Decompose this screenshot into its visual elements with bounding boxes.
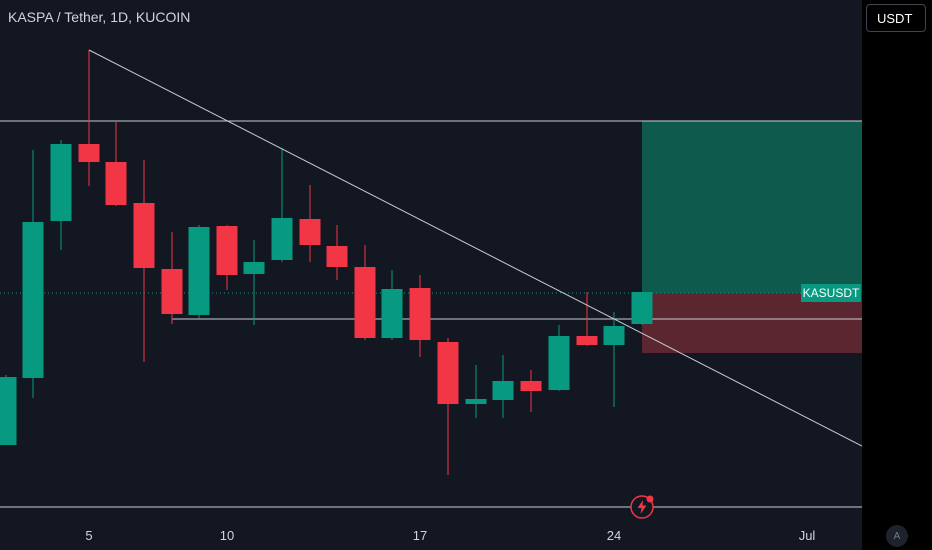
stop-zone bbox=[642, 293, 862, 353]
candle-body bbox=[22, 222, 44, 378]
candle-body bbox=[631, 292, 653, 324]
descending-trendline bbox=[88, 49, 862, 447]
candle-body bbox=[299, 219, 321, 245]
lightning-event-icon[interactable] bbox=[629, 494, 655, 520]
price-scale[interactable] bbox=[862, 0, 932, 520]
candle-body bbox=[354, 267, 376, 338]
time-tick-jul: Jul bbox=[798, 528, 816, 543]
candle-body bbox=[437, 342, 459, 404]
symbol-price-label: KASUSDT bbox=[801, 284, 861, 302]
candle-body bbox=[216, 226, 238, 275]
target-zone bbox=[642, 121, 862, 293]
candle-body bbox=[271, 218, 293, 260]
chart-area[interactable]: KASPA / Tether, 1D, KUCOIN KASUSDT bbox=[0, 0, 862, 520]
candle-body bbox=[409, 288, 431, 340]
candle-body bbox=[243, 262, 265, 274]
time-tick-5: 5 bbox=[85, 528, 93, 543]
time-tick-10: 10 bbox=[219, 528, 235, 543]
candle-body bbox=[133, 203, 155, 268]
time-axis[interactable]: 5 10 17 24 Jul bbox=[0, 520, 862, 550]
candle-body bbox=[465, 399, 487, 404]
candle-body bbox=[603, 326, 625, 345]
candle-body bbox=[520, 381, 542, 391]
candle-body bbox=[548, 336, 570, 390]
auto-scale-button[interactable]: A bbox=[886, 525, 908, 547]
candle-body bbox=[576, 336, 598, 345]
chart-canvas[interactable] bbox=[0, 0, 862, 520]
currency-button[interactable]: USDT bbox=[866, 4, 926, 32]
candle-body bbox=[492, 381, 514, 400]
candle-body bbox=[381, 289, 403, 338]
time-tick-17: 17 bbox=[412, 528, 428, 543]
candle-body bbox=[326, 246, 348, 267]
candle-body bbox=[105, 162, 127, 205]
candle-body bbox=[161, 269, 183, 314]
time-tick-24: 24 bbox=[606, 528, 622, 543]
candle-body bbox=[78, 144, 100, 162]
candle-body bbox=[0, 377, 17, 445]
candle-body bbox=[188, 227, 210, 315]
symbol-title[interactable]: KASPA / Tether, 1D, KUCOIN bbox=[8, 9, 191, 25]
candle-body bbox=[50, 144, 72, 221]
